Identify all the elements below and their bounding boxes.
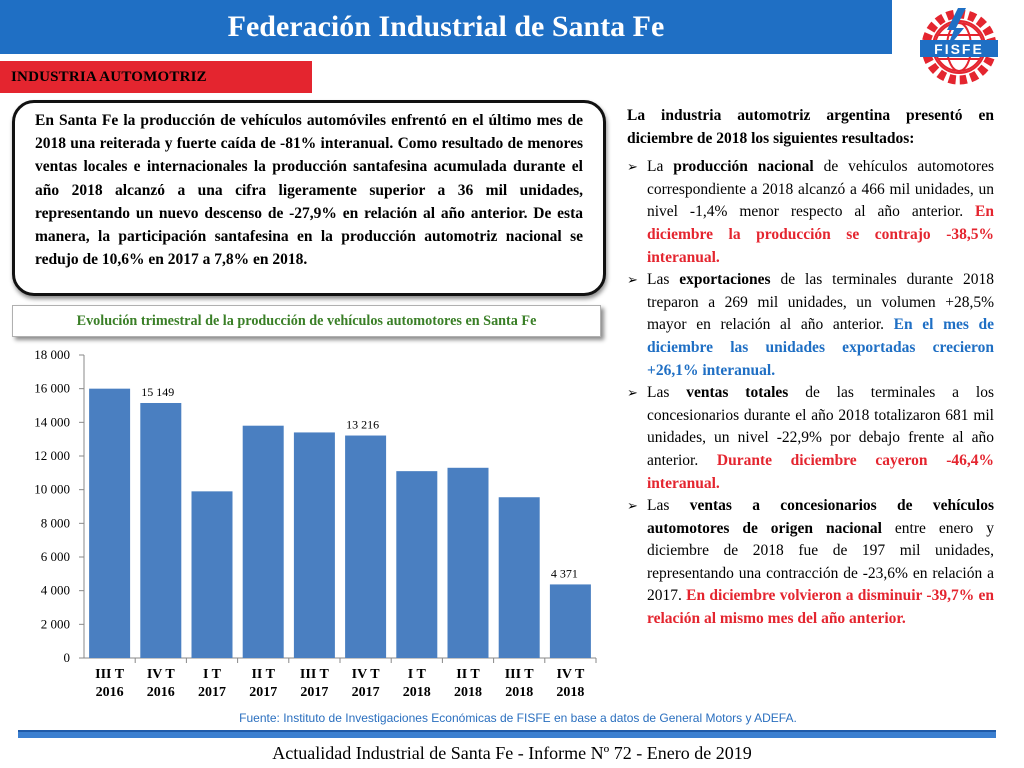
x-tick-label: 2017 — [198, 685, 226, 700]
x-tick-label: 2018 — [403, 685, 431, 700]
footer-text: Actualidad Industrial de Santa Fe - Info… — [272, 743, 752, 763]
y-tick-label: 12 000 — [34, 448, 70, 463]
bar — [242, 425, 284, 658]
summary-text: En Santa Fe la producción de vehículos a… — [35, 112, 583, 269]
source-note: Fuente: Instituto de Investigaciones Eco… — [0, 711, 1024, 725]
result-bullet-text: Las ventas a concesionarios de vehículos… — [647, 495, 994, 631]
summary-box: En Santa Fe la producción de vehículos a… — [12, 100, 606, 296]
x-tick-label: III T — [300, 667, 330, 682]
arrow-bullet-icon: ➢ — [627, 159, 638, 175]
bar — [549, 584, 591, 658]
footer-divider — [18, 730, 996, 738]
bullet-run: exportaciones — [679, 271, 771, 289]
bar — [396, 471, 438, 658]
x-tick-label: I T — [408, 667, 427, 682]
y-tick-label: 18 000 — [34, 347, 70, 362]
arrow-bullet-icon: ➢ — [627, 272, 638, 288]
result-bullet: ➢ Las exportaciones de las terminales dur… — [627, 269, 994, 382]
x-tick-label: 2016 — [96, 685, 124, 700]
results-intro: La industria automotriz argentina presen… — [627, 107, 994, 147]
result-bullet: ➢ Las ventas a concesionarios de vehículo… — [627, 495, 994, 631]
bullet-run: En el mes de diciembre las unidades expo… — [647, 316, 995, 379]
bullet-run: En diciembre la producción se contrajo -… — [647, 203, 994, 266]
bar-chart: 0 2 000 4 000 6 000 8 000 10 000 12 000 14 000 1… — [34, 347, 597, 700]
x-tick-label: 2017 — [300, 685, 328, 700]
results-column: La industria automotriz argentina presen… — [627, 105, 994, 631]
data-label: 13 216 — [346, 418, 379, 432]
y-tick-label: 4 000 — [41, 583, 70, 598]
x-tick-label: 2017 — [352, 685, 380, 700]
x-tick-label: III T — [95, 667, 125, 682]
y-tick-label: 14 000 — [34, 414, 70, 429]
bullet-run: ventas a concesionarios de vehículos aut… — [647, 497, 994, 537]
bullet-run: ventas totales — [686, 384, 789, 402]
x-tick-label: 2016 — [147, 685, 175, 700]
bullet-run: de vehículos automotores correspondiente… — [647, 158, 994, 221]
y-tick-label: 10 000 — [34, 482, 70, 497]
bar — [447, 467, 489, 658]
x-tick-label: I T — [203, 667, 222, 682]
bar — [345, 435, 387, 658]
result-bullet: ➢ Las ventas totales de las terminales a … — [627, 382, 994, 495]
x-tick-label: 2018 — [556, 685, 584, 700]
chart-title: Evolución trimestral de la producción de… — [12, 305, 601, 337]
y-tick-label: 16 000 — [34, 381, 70, 396]
x-tick-label: 2017 — [249, 685, 277, 700]
bullet-run: En diciembre volvieron a disminuir -39,7… — [647, 587, 994, 628]
bar — [191, 491, 233, 658]
x-tick-label: 2018 — [505, 685, 533, 700]
bullet-run: de las terminales durante 2018 treparon … — [647, 271, 994, 334]
y-tick-label: 2 000 — [41, 616, 70, 631]
bar — [293, 432, 335, 658]
results-list: ➢ La producción nacional de vehículos aut… — [627, 156, 994, 630]
x-tick-label: IV T — [556, 667, 585, 682]
bar — [498, 497, 540, 658]
logo-text: FISFE — [934, 41, 984, 57]
bar — [89, 388, 131, 658]
bullet-run: entre enero y diciembre de 2018 fue de 1… — [647, 519, 994, 605]
bullet-run: Las — [647, 271, 680, 289]
bullet-run: producción nacional — [673, 158, 814, 176]
x-tick-label: IV T — [352, 667, 381, 682]
bar — [140, 402, 182, 658]
result-bullet-text: Las exportaciones de las terminales dura… — [647, 269, 994, 382]
x-tick-label: 2018 — [454, 685, 482, 700]
y-tick-label: 8 000 — [41, 515, 70, 530]
bullet-run: Las — [647, 497, 690, 515]
arrow-bullet-icon: ➢ — [627, 385, 638, 401]
bullet-run: de las terminales a los concesionarios d… — [647, 384, 994, 469]
y-tick-label: 0 — [64, 650, 71, 665]
bullet-run: Las — [647, 384, 687, 402]
x-tick-label: IV T — [147, 667, 176, 682]
fisfe-logo: FISFE — [920, 8, 998, 85]
x-tick-label: III T — [505, 667, 535, 682]
result-bullet-text: Las ventas totales de las terminales a l… — [647, 382, 994, 495]
result-bullet: ➢ La producción nacional de vehículos aut… — [627, 156, 994, 269]
x-tick-label: II T — [456, 667, 480, 682]
source-text: Fuente: Instituto de Investigaciones Eco… — [239, 711, 797, 725]
data-label: 4 371 — [551, 566, 578, 580]
result-bullet-text: La producción nacional de vehículos auto… — [647, 156, 994, 269]
data-label: 15 149 — [141, 385, 174, 399]
y-tick-label: 6 000 — [41, 549, 70, 564]
x-tick-label: II T — [251, 667, 275, 682]
bullet-run: Durante diciembre cayeron -46,4% interan… — [647, 451, 995, 492]
arrow-bullet-icon: ➢ — [627, 498, 638, 514]
bullet-run: La — [647, 158, 674, 176]
section-tag: INDUSTRIA AUTOMOTRIZ — [0, 61, 312, 93]
page-title: Federación Industrial de Santa Fe — [0, 0, 892, 54]
